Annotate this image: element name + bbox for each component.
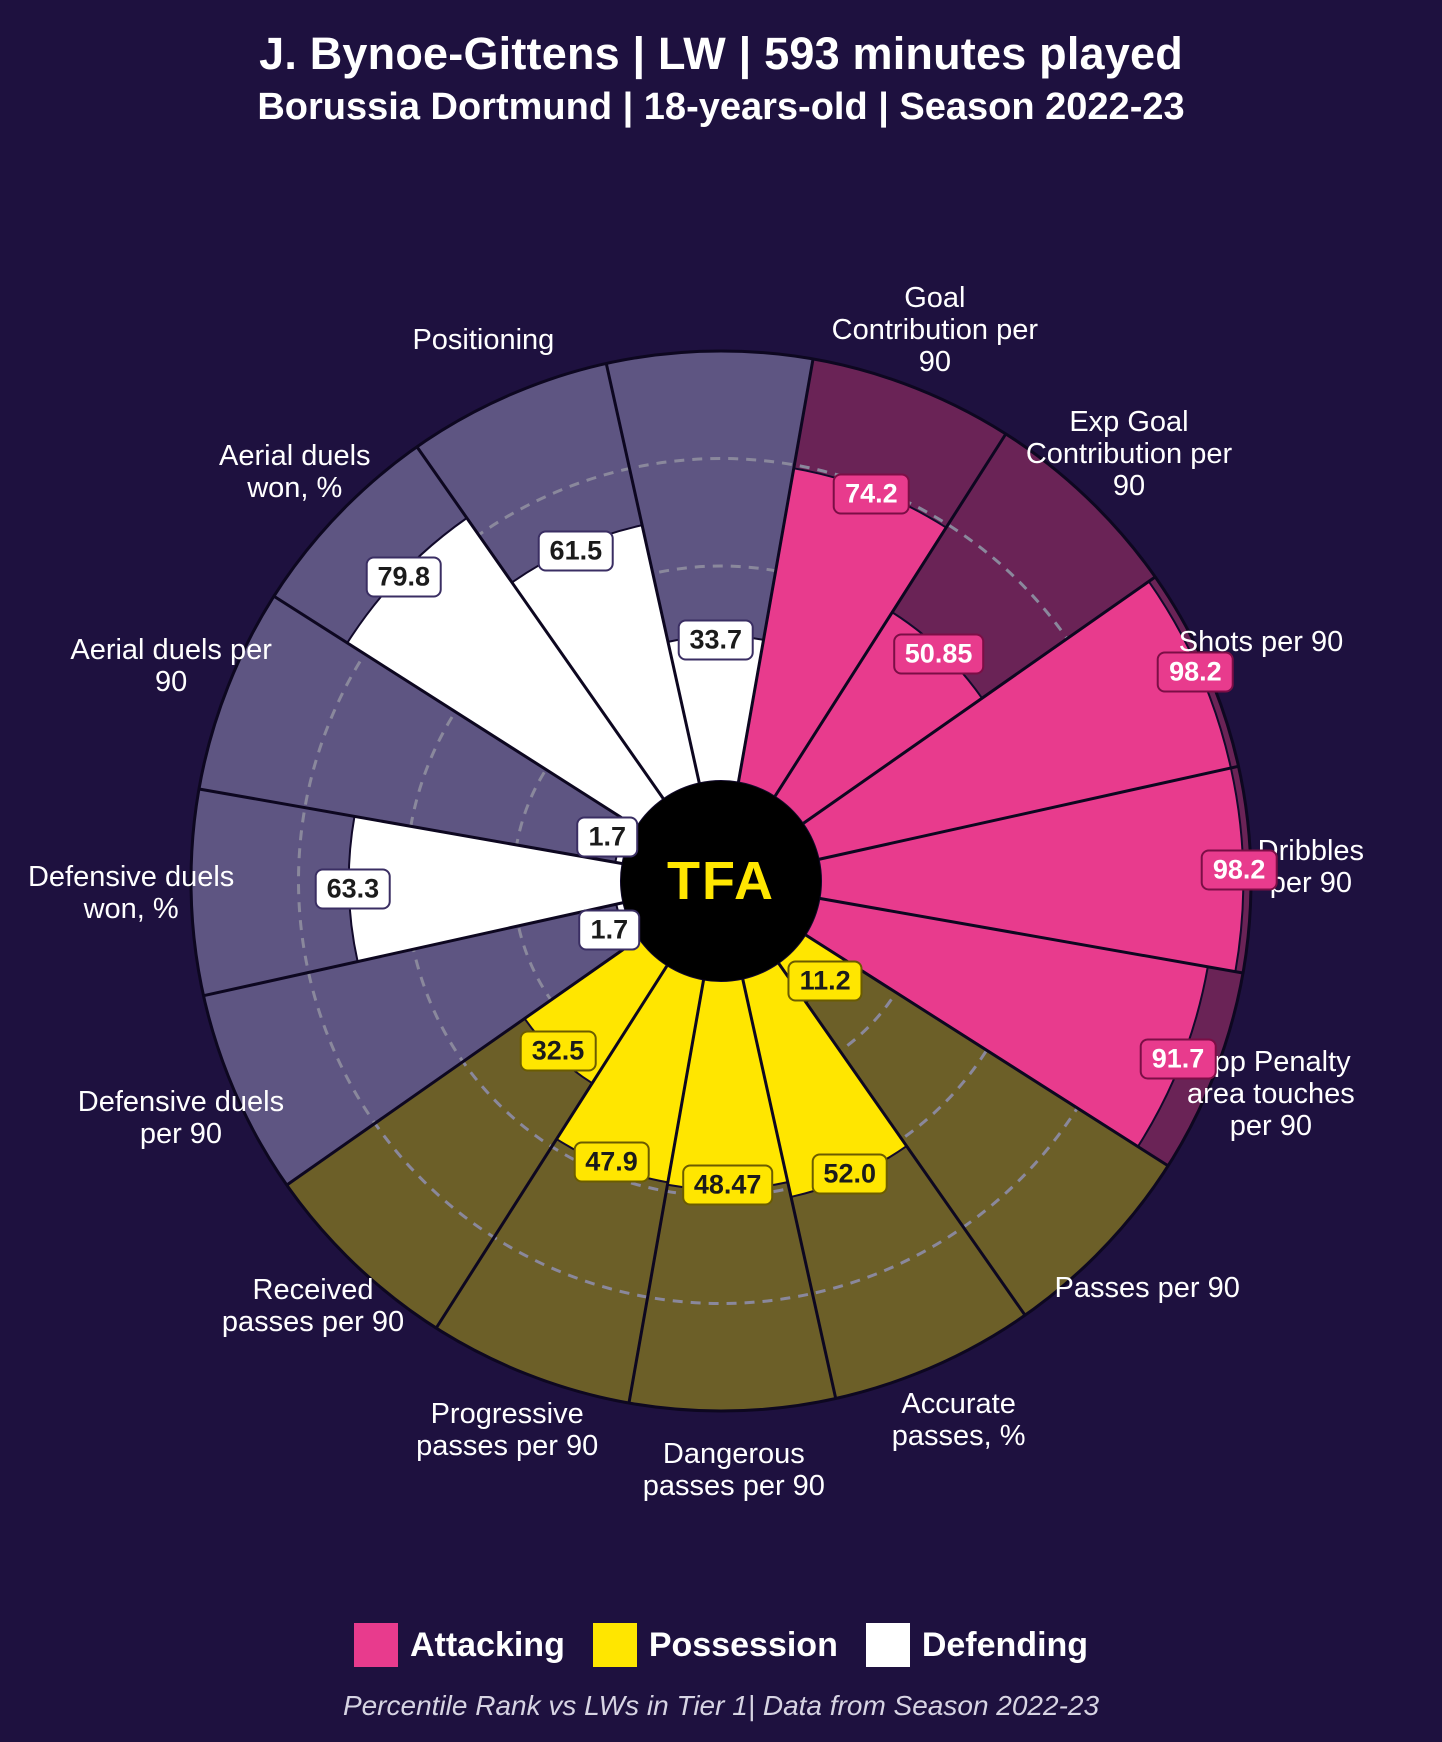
legend-label: Possession [649,1626,838,1665]
legend-label: Attacking [410,1626,565,1665]
legend: Attacking Possession Defending [0,1623,1442,1676]
legend-swatch [866,1623,910,1667]
legend-label: Defending [922,1626,1088,1665]
title-block: J. Bynoe-Gittens | LW | 593 minutes play… [0,0,1442,129]
legend-item-defending: Defending [866,1623,1088,1667]
chart-container: J. Bynoe-Gittens | LW | 593 minutes play… [0,0,1442,1742]
chart-subtitle: Borussia Dortmund | 18-years-old | Seaso… [0,86,1442,129]
legend-swatch [593,1623,637,1667]
legend-item-attacking: Attacking [354,1623,565,1667]
legend-item-possession: Possession [593,1623,838,1667]
chart-footnote: Percentile Rank vs LWs in Tier 1| Data f… [0,1690,1442,1722]
center-circle [621,781,821,981]
chart-title: J. Bynoe-Gittens | LW | 593 minutes play… [0,28,1442,80]
polar-chart-svg [0,160,1442,1602]
legend-swatch [354,1623,398,1667]
polar-chart-area: TFA Goal Contribution per 9074.2Exp Goal… [0,160,1442,1602]
